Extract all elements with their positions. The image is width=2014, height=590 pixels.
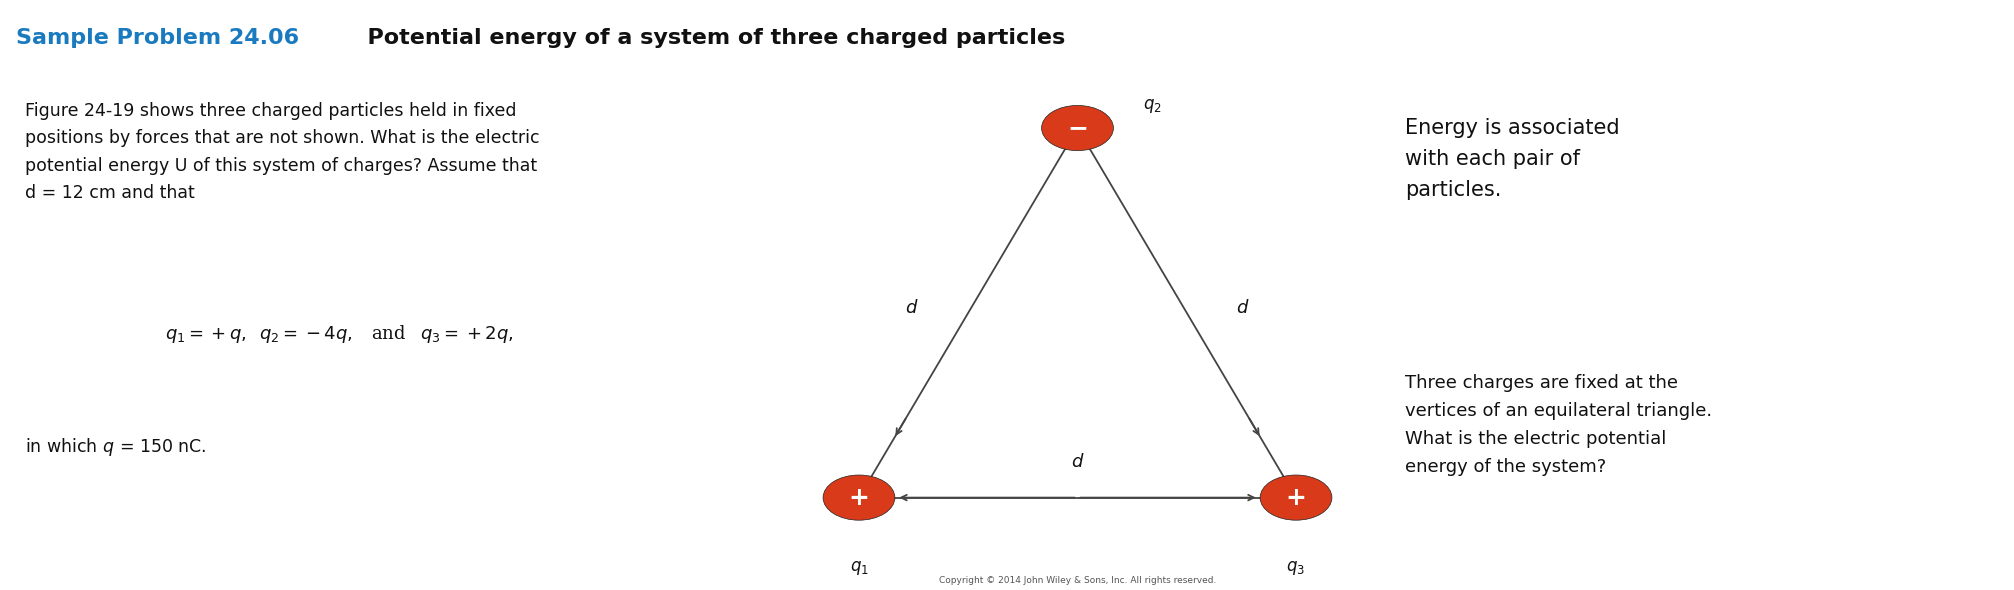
Text: Figure 24-19 shows three charged particles held in fixed
positions by forces tha: Figure 24-19 shows three charged particl…	[24, 103, 540, 202]
Text: $d$: $d$	[1237, 299, 1251, 317]
Text: $q_3$: $q_3$	[1287, 559, 1305, 577]
Text: −: −	[1067, 116, 1088, 140]
Text: Energy is associated
with each pair of
particles.: Energy is associated with each pair of p…	[1406, 118, 1619, 200]
Ellipse shape	[1041, 106, 1114, 150]
Text: Sample Problem 24.06: Sample Problem 24.06	[16, 28, 300, 48]
Text: Copyright © 2014 John Wiley & Sons, Inc. All rights reserved.: Copyright © 2014 John Wiley & Sons, Inc.…	[939, 576, 1216, 585]
Ellipse shape	[824, 475, 894, 520]
Text: $d$: $d$	[1071, 453, 1084, 471]
Text: $d$: $d$	[904, 299, 918, 317]
Text: Three charges are fixed at the
vertices of an equilateral triangle.
What is the : Three charges are fixed at the vertices …	[1406, 375, 1712, 476]
Text: +: +	[1285, 486, 1307, 510]
Text: Potential energy of a system of three charged particles: Potential energy of a system of three ch…	[352, 28, 1065, 48]
Text: $q_1 = +q,\;\;q_2 = -4q,\;\;$ and $\;\;q_3 = +2q,$: $q_1 = +q,\;\;q_2 = -4q,\;\;$ and $\;\;q…	[165, 323, 514, 345]
Ellipse shape	[1261, 475, 1331, 520]
Text: +: +	[848, 486, 870, 510]
Text: $q_1$: $q_1$	[850, 559, 868, 577]
Text: in which $q$ = 150 nC.: in which $q$ = 150 nC.	[24, 436, 205, 458]
Text: $q_2$: $q_2$	[1144, 97, 1162, 115]
